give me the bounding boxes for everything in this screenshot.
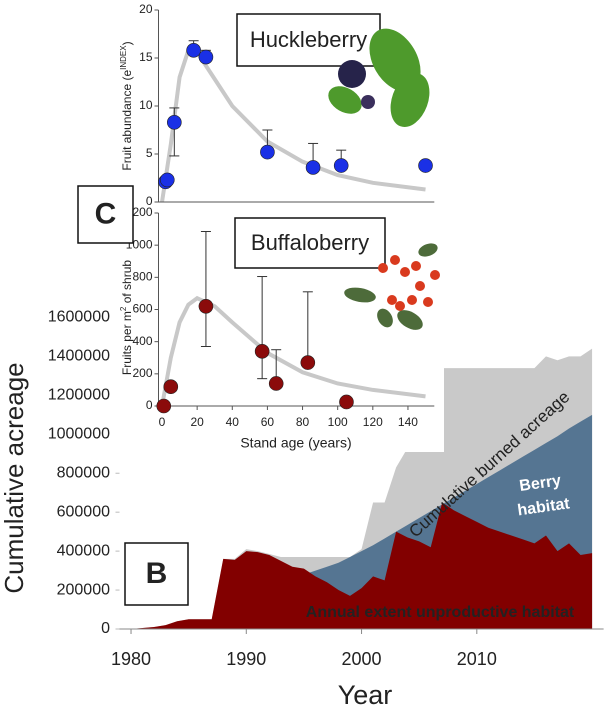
y-tick-label: 400 xyxy=(132,334,152,348)
y-tick-label: 0 xyxy=(146,194,153,208)
x-tick-label: 100 xyxy=(328,415,348,429)
point xyxy=(339,394,354,410)
x-axis-label: Stand age (years) xyxy=(240,435,351,451)
panel-letter: B xyxy=(146,557,168,590)
y-tick-label: 0 xyxy=(101,620,110,637)
berry xyxy=(411,261,421,271)
y-tick-label: 200 xyxy=(132,366,152,380)
y-axis-label-part: 2 xyxy=(119,306,128,311)
berry xyxy=(430,270,440,280)
fit-curve xyxy=(160,47,426,203)
leaf xyxy=(418,243,438,257)
x-axis-label: Year xyxy=(338,680,393,710)
y-tick-label: 200000 xyxy=(57,581,110,598)
label-box xyxy=(77,185,134,244)
chart-title: Huckleberry xyxy=(250,27,367,52)
y-tick-label: 20 xyxy=(139,2,153,16)
y-tick-label: 1200000 xyxy=(48,387,110,404)
y-axis-label: Fruits per m2 of shrub xyxy=(119,260,135,375)
leaf xyxy=(377,308,393,328)
x-tick-label: 40 xyxy=(226,415,240,429)
point xyxy=(305,160,321,175)
y-tick-label: 600000 xyxy=(57,503,110,520)
x-tick-label: 2000 xyxy=(342,649,382,669)
y-tick-label: 800 xyxy=(132,270,152,284)
berry xyxy=(378,263,388,273)
point xyxy=(418,158,433,173)
point xyxy=(300,355,316,370)
leaf xyxy=(328,86,362,114)
point xyxy=(186,43,201,58)
point xyxy=(159,172,175,188)
point xyxy=(268,376,284,391)
point xyxy=(198,298,214,314)
berry xyxy=(361,95,375,109)
label-box xyxy=(236,13,381,67)
huckleberry-illustration xyxy=(328,28,430,128)
panel-letter: C xyxy=(95,197,117,230)
y-tick-label: 0 xyxy=(146,398,153,412)
y-tick-label: 600 xyxy=(132,302,152,316)
x-tick-label: 120 xyxy=(363,415,383,429)
area xyxy=(131,502,593,629)
berry xyxy=(390,255,400,265)
y-tick-label: 1400000 xyxy=(48,348,110,365)
leaf xyxy=(397,310,423,330)
chart-title: Buffaloberry xyxy=(251,230,369,255)
x-tick-label: 80 xyxy=(296,415,310,429)
x-tick-label: 1990 xyxy=(226,649,266,669)
y-tick-label: 400000 xyxy=(57,542,110,559)
buffaloberry-illustration xyxy=(344,243,440,330)
x-tick-label: 20 xyxy=(190,415,204,429)
leaf xyxy=(344,287,376,303)
berry xyxy=(387,295,397,305)
y-tick-label: 5 xyxy=(146,146,153,160)
point xyxy=(254,344,270,359)
y-tick-label: 800000 xyxy=(57,464,110,481)
y-tick-label: 1600000 xyxy=(48,309,110,326)
berry xyxy=(407,295,417,305)
label-box xyxy=(124,542,189,606)
berry xyxy=(395,301,405,311)
y-axis-label-part: Fruit abundance (e xyxy=(120,70,134,171)
x-tick-label: 1980 xyxy=(111,649,151,669)
y-axis-label: Fruit abundance (eINDEX) xyxy=(119,41,135,170)
berry xyxy=(415,281,425,291)
y-axis-label: Cumulative acreage xyxy=(0,362,29,593)
point xyxy=(167,115,182,130)
y-axis-label-part: of shrub xyxy=(120,260,134,307)
point xyxy=(260,144,275,160)
berry xyxy=(400,267,410,277)
label-box xyxy=(234,217,386,269)
y-axis-label-part: ) xyxy=(120,41,134,45)
x-tick-label: 0 xyxy=(159,415,166,429)
y-axis-label-part: INDEX xyxy=(119,45,128,70)
y-tick-label: 10 xyxy=(139,98,153,112)
berry xyxy=(423,297,433,307)
fit-curve xyxy=(160,295,426,407)
y-axis-label-part: Fruits per m xyxy=(120,311,134,375)
point xyxy=(333,158,349,173)
leaf xyxy=(390,72,430,128)
y-tick-label: 1000000 xyxy=(48,426,110,443)
x-tick-label: 2010 xyxy=(457,649,497,669)
y-tick-label: 15 xyxy=(139,50,153,64)
berry xyxy=(338,60,366,88)
point xyxy=(163,379,179,395)
point xyxy=(198,49,214,65)
point xyxy=(156,398,172,414)
x-tick-label: 140 xyxy=(398,415,418,429)
series-label: Annual extent unproductive habitat xyxy=(306,604,575,621)
x-tick-label: 60 xyxy=(261,415,275,429)
